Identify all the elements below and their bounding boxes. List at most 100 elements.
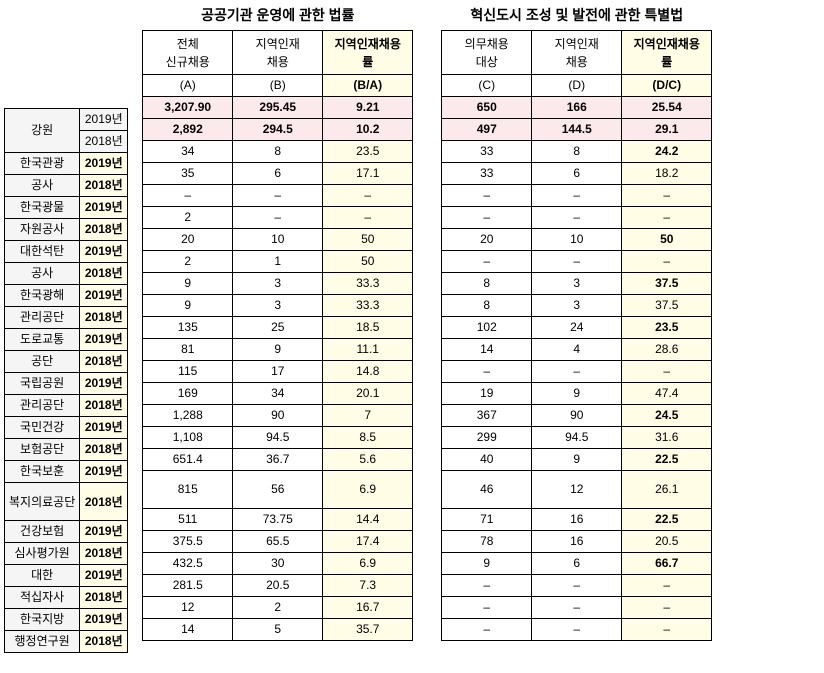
- cell-a: 9: [143, 273, 233, 295]
- cell-c: 20.1: [323, 383, 413, 405]
- org-cell: 대한석탄: [5, 241, 80, 263]
- cell-a: –: [442, 361, 532, 383]
- org-cell: 자원공사: [5, 219, 80, 241]
- cell-b: –: [532, 251, 622, 273]
- cell-a: 33: [442, 163, 532, 185]
- cell-c: 16.7: [323, 597, 413, 619]
- cell-a: 8: [442, 295, 532, 317]
- mid-title: 공공기관 운영에 관한 법률: [142, 4, 413, 26]
- cell-a: –: [442, 207, 532, 229]
- cell-c: 18.2: [622, 163, 712, 185]
- cell-a: 102: [442, 317, 532, 339]
- cell-b: –: [532, 207, 622, 229]
- cell-a: 9: [442, 553, 532, 575]
- cell-b: 9: [532, 449, 622, 471]
- year-cell: 2018년: [80, 543, 128, 565]
- cell-b: 20.5: [233, 575, 323, 597]
- cell-a: 432.5: [143, 553, 233, 575]
- cell-c: 31.6: [622, 427, 712, 449]
- year-cell: 2018년: [80, 351, 128, 373]
- cell-b: 56: [233, 471, 323, 509]
- cell-c: 50: [323, 229, 413, 251]
- org-cell: 보험공단: [5, 439, 80, 461]
- cell-b: –: [532, 361, 622, 383]
- cell-a: 78: [442, 531, 532, 553]
- cell-c: –: [622, 251, 712, 273]
- cell-b: 8: [233, 141, 323, 163]
- header-c: 지역인재채용률: [622, 31, 712, 75]
- sum-a: 650: [442, 97, 532, 119]
- index-column: 강원2019년2018년한국관광2019년공사2018년한국광물2019년자원공…: [4, 108, 128, 653]
- cell-c: –: [622, 619, 712, 641]
- year-cell: 2019년: [80, 521, 128, 543]
- cell-b: 5: [233, 619, 323, 641]
- cell-a: 8: [442, 273, 532, 295]
- org-cell: 한국광물: [5, 197, 80, 219]
- cell-a: 20: [442, 229, 532, 251]
- org-cell: 대한: [5, 565, 80, 587]
- header-b-sub: (D): [532, 75, 622, 97]
- org-cell: 국민건강: [5, 417, 80, 439]
- cell-c: 37.5: [622, 295, 712, 317]
- sum-c: 25.54: [622, 97, 712, 119]
- cell-c: 17.1: [323, 163, 413, 185]
- cell-c: 6.9: [323, 553, 413, 575]
- cell-a: 19: [442, 383, 532, 405]
- cell-a: 135: [143, 317, 233, 339]
- cell-b: 36.7: [233, 449, 323, 471]
- cell-b: 90: [532, 405, 622, 427]
- year-cell: 2018년: [80, 439, 128, 461]
- cell-a: –: [442, 597, 532, 619]
- cell-b: 10: [233, 229, 323, 251]
- cell-b: 30: [233, 553, 323, 575]
- cell-a: 33: [442, 141, 532, 163]
- cell-c: 17.4: [323, 531, 413, 553]
- cell-c: 11.1: [323, 339, 413, 361]
- cell-a: 2: [143, 207, 233, 229]
- year-cell: 2018년: [80, 307, 128, 329]
- cell-a: 815: [143, 471, 233, 509]
- cell-c: 28.6: [622, 339, 712, 361]
- cell-a: 34: [143, 141, 233, 163]
- sum-a: 2,892: [143, 119, 233, 141]
- cell-c: 7: [323, 405, 413, 427]
- cell-a: –: [143, 185, 233, 207]
- year-cell: 2018년: [80, 263, 128, 285]
- cell-c: 8.5: [323, 427, 413, 449]
- org-cell: 심사평가원: [5, 543, 80, 565]
- cell-c: 47.4: [622, 383, 712, 405]
- header-c-sub: (B/A): [323, 75, 413, 97]
- cell-b: 34: [233, 383, 323, 405]
- right-title: 혁신도시 조성 및 발전에 관한 특별법: [441, 4, 712, 26]
- year-cell: 2019년: [80, 153, 128, 175]
- cell-b: 65.5: [233, 531, 323, 553]
- sum-b: 166: [532, 97, 622, 119]
- header-b: 지역인재채용: [532, 31, 622, 75]
- cell-b: 9: [233, 339, 323, 361]
- org-cell: 도로교통: [5, 329, 80, 351]
- cell-b: 8: [532, 141, 622, 163]
- cell-c: 33.3: [323, 295, 413, 317]
- org-cell: 관리공단: [5, 307, 80, 329]
- year-cell: 2018년: [80, 175, 128, 197]
- cell-a: 81: [143, 339, 233, 361]
- cell-a: 9: [143, 295, 233, 317]
- org-cell: 공사: [5, 175, 80, 197]
- sum-b: 294.5: [233, 119, 323, 141]
- year-cell: 2019년: [80, 609, 128, 631]
- mid-column: 공공기관 운영에 관한 법률 전체신규채용지역인재채용지역인재채용률(A)(B)…: [142, 4, 413, 641]
- cell-b: 6: [532, 163, 622, 185]
- cell-a: 169: [143, 383, 233, 405]
- header-a-sub: (C): [442, 75, 532, 97]
- header-b: 지역인재채용: [233, 31, 323, 75]
- cell-c: –: [323, 207, 413, 229]
- org-cell: 공사: [5, 263, 80, 285]
- cell-c: 23.5: [622, 317, 712, 339]
- cell-c: –: [622, 185, 712, 207]
- year-cell: 2019년: [80, 417, 128, 439]
- year-cell: 2019년: [80, 109, 128, 131]
- cell-c: 6.9: [323, 471, 413, 509]
- cell-c: 22.5: [622, 509, 712, 531]
- cell-b: 2: [233, 597, 323, 619]
- cell-b: –: [233, 207, 323, 229]
